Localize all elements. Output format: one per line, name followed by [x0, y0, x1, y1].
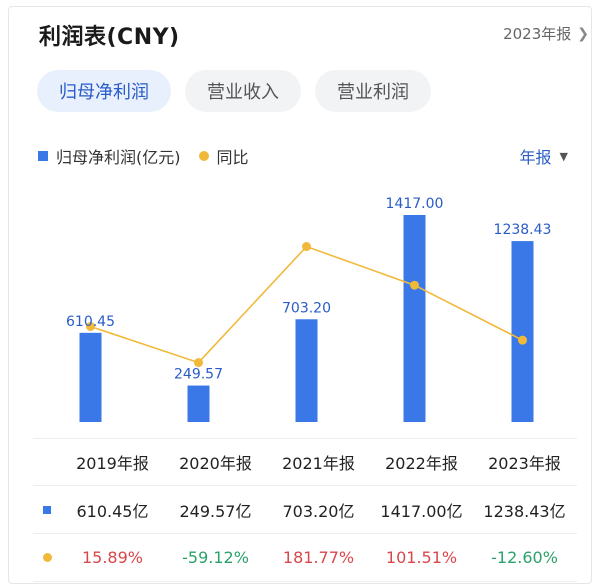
column-header: 2022年报: [385, 454, 458, 473]
line-legend-label: 同比: [216, 148, 249, 167]
table-cell: -59.12%: [182, 548, 249, 567]
table-row-profit: 610.45亿 249.57亿 703.20亿 1417.00亿 1238.43…: [33, 486, 577, 534]
yoy-point-4[interactable]: [518, 335, 527, 345]
column-header: 2023年报: [488, 454, 561, 473]
table-cell: 1238.43亿: [483, 501, 566, 521]
bar-series-marker: [33, 505, 61, 514]
period-link-label: 2023年报: [503, 25, 572, 43]
table-cell: 15.89%: [81, 548, 143, 567]
yoy-point-1[interactable]: [194, 358, 203, 368]
line-legend-swatch: [198, 151, 209, 161]
chevron-right-icon: ❯: [577, 25, 589, 42]
bar-0[interactable]: [79, 332, 102, 422]
metric-tabs: 归母净利润 营业收入 营业利润: [37, 70, 431, 112]
bar-legend-label: 归母净利润(亿元): [56, 148, 181, 167]
table-cell: 181.77%: [282, 548, 355, 567]
table-cell: 249.57亿: [179, 501, 252, 521]
period-link[interactable]: 2023年报 ❯: [503, 23, 589, 44]
tab-net-profit[interactable]: 归母净利润: [37, 70, 171, 112]
table-cell: 703.20亿: [282, 501, 355, 521]
dot-icon: [42, 553, 52, 562]
yoy-point-2[interactable]: [302, 242, 311, 252]
table-cell: -12.60%: [491, 548, 558, 567]
line-series-marker: [33, 553, 61, 562]
tab-operating-profit[interactable]: 营业利润: [315, 70, 431, 112]
header: 利润表(CNY) 2023年报 ❯: [39, 19, 589, 50]
bar-value-label: 1417.00: [386, 196, 444, 212]
column-header: 2019年报: [76, 454, 149, 473]
table-cell: 610.45亿: [76, 501, 149, 521]
bar-4[interactable]: [511, 241, 534, 422]
page-title: 利润表(CNY): [39, 25, 180, 50]
column-header: 2020年报: [179, 454, 252, 473]
table-row-yoy: 15.89% -59.12% 181.77% 101.51% -12.60%: [33, 534, 577, 582]
bar-value-label: 1238.43: [494, 222, 552, 238]
data-table: 2019年报 2020年报 2021年报 2022年报 2023年报 610.4…: [33, 438, 577, 582]
bar-value-label: 249.57: [174, 367, 223, 383]
bar-value-label: 703.20: [282, 300, 331, 316]
caret-down-icon: ▼: [559, 149, 568, 163]
table-cell: 101.51%: [385, 548, 458, 567]
bar-2[interactable]: [295, 319, 318, 422]
period-select[interactable]: 年报 ▼: [520, 144, 568, 168]
yoy-point-0[interactable]: [86, 321, 95, 331]
period-select-label: 年报: [519, 148, 552, 167]
bar-value-label: 610.45: [66, 314, 115, 330]
chart-legend: 归母净利润(亿元) 同比: [38, 144, 249, 168]
profit-chart: 610.45 249.57 703.20 1417.00 1238.43: [66, 196, 552, 422]
square-icon: [43, 505, 51, 514]
column-header: 2021年报: [282, 454, 355, 473]
bar-1[interactable]: [187, 385, 210, 422]
table-header-row: 2019年报 2020年报 2021年报 2022年报 2023年报: [33, 438, 577, 486]
tab-revenue[interactable]: 营业收入: [185, 70, 301, 112]
yoy-point-3[interactable]: [410, 280, 419, 290]
bar-3[interactable]: [403, 215, 426, 422]
bar-legend-swatch: [38, 151, 48, 161]
table-cell: 1417.00亿: [380, 501, 463, 521]
